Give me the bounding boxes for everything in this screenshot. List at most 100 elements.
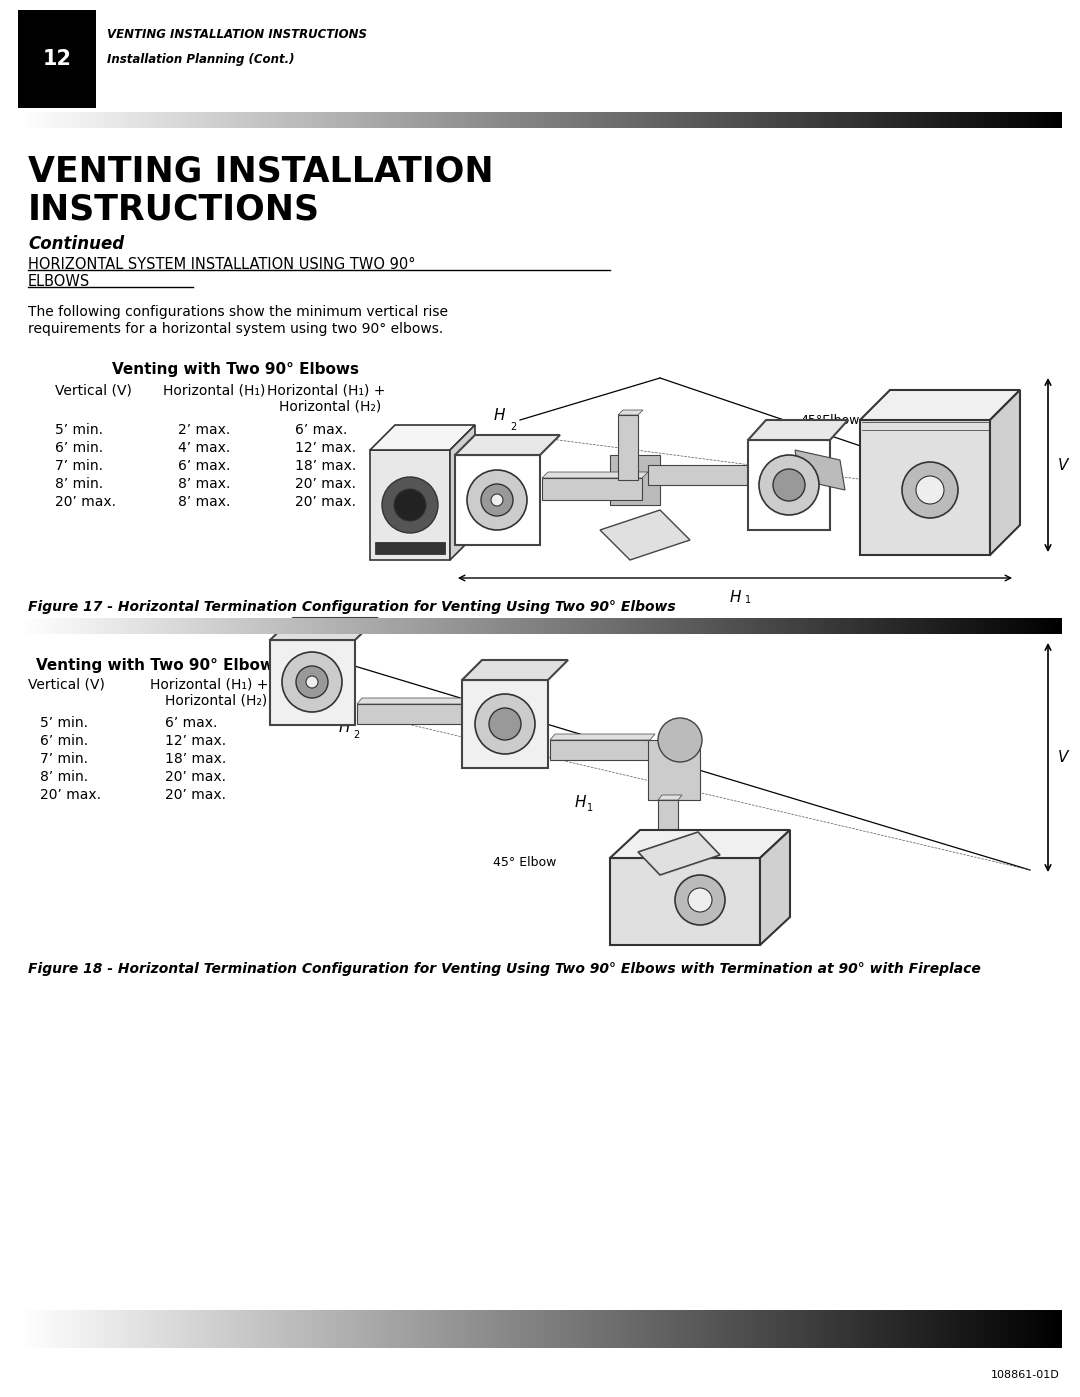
Polygon shape: [462, 659, 568, 680]
Text: 12: 12: [42, 49, 71, 68]
Text: 12’ max.: 12’ max.: [295, 441, 356, 455]
Polygon shape: [618, 409, 643, 415]
Text: Figure 18 - Horizontal Termination Configuration for Venting Using Two 90° Elbow: Figure 18 - Horizontal Termination Confi…: [28, 963, 981, 977]
Circle shape: [759, 455, 819, 515]
Text: 4’ max.: 4’ max.: [178, 441, 230, 455]
Bar: [610, 455, 660, 504]
Circle shape: [382, 476, 438, 534]
Text: The following configurations show the minimum vertical rise: The following configurations show the mi…: [28, 305, 448, 319]
Bar: [542, 478, 642, 500]
Bar: [18, 10, 96, 108]
Text: VENTING INSTALLATION: VENTING INSTALLATION: [28, 155, 494, 189]
Text: 1: 1: [588, 803, 593, 813]
Text: 5’ min.: 5’ min.: [40, 717, 87, 731]
Polygon shape: [990, 390, 1020, 555]
Polygon shape: [648, 740, 700, 800]
Polygon shape: [357, 698, 467, 704]
Text: 6’ max.: 6’ max.: [178, 460, 230, 474]
Polygon shape: [462, 680, 548, 768]
Text: 6’ min.: 6’ min.: [40, 733, 89, 747]
Bar: [375, 542, 445, 555]
Circle shape: [658, 718, 702, 761]
Circle shape: [675, 875, 725, 925]
Text: Vertical (V): Vertical (V): [28, 678, 105, 692]
Text: Figure 17 - Horizontal Termination Configuration for Venting Using Two 90° Elbow: Figure 17 - Horizontal Termination Confi…: [28, 599, 676, 615]
Text: VENTING INSTALLATION INSTRUCTIONS: VENTING INSTALLATION INSTRUCTIONS: [107, 28, 367, 42]
Text: Venting with Two 90° Elbows: Venting with Two 90° Elbows: [111, 362, 359, 377]
Text: 5’ min.: 5’ min.: [55, 423, 103, 437]
Text: 1: 1: [745, 595, 751, 605]
Polygon shape: [270, 617, 378, 640]
Text: HORIZONTAL SYSTEM INSTALLATION USING TWO 90°: HORIZONTAL SYSTEM INSTALLATION USING TWO…: [28, 257, 416, 272]
Circle shape: [282, 652, 342, 712]
Bar: [550, 740, 650, 760]
Polygon shape: [658, 795, 681, 800]
Polygon shape: [455, 434, 561, 455]
Circle shape: [902, 462, 958, 518]
Text: 6’ max.: 6’ max.: [295, 423, 348, 437]
Polygon shape: [610, 858, 760, 944]
Text: 6’ max.: 6’ max.: [165, 717, 217, 731]
Circle shape: [467, 469, 527, 529]
Circle shape: [916, 476, 944, 504]
Text: H: H: [494, 408, 505, 422]
Text: 2: 2: [353, 731, 360, 740]
Text: H: H: [575, 795, 586, 810]
Circle shape: [394, 489, 426, 521]
Text: 6’ min.: 6’ min.: [55, 441, 103, 455]
Text: 18’ max.: 18’ max.: [295, 460, 356, 474]
Text: H: H: [729, 590, 741, 605]
Text: 20’ max.: 20’ max.: [295, 476, 356, 490]
Circle shape: [688, 888, 712, 912]
Bar: [658, 800, 678, 855]
Bar: [618, 415, 638, 481]
Text: For more information, visit www.desatech.com: For more information, visit www.desatech…: [282, 1320, 798, 1338]
Text: H: H: [338, 719, 350, 735]
Text: 8’ max.: 8’ max.: [178, 476, 230, 490]
Circle shape: [489, 708, 521, 740]
Circle shape: [481, 483, 513, 515]
Polygon shape: [450, 425, 475, 560]
Text: 2’ max.: 2’ max.: [178, 423, 230, 437]
Polygon shape: [748, 420, 848, 440]
Text: 18’ max.: 18’ max.: [165, 752, 226, 766]
Text: 8’ min.: 8’ min.: [55, 476, 103, 490]
Text: INSTRUCTIONS: INSTRUCTIONS: [28, 193, 320, 226]
Text: Horizontal (H₂): Horizontal (H₂): [165, 694, 267, 708]
Text: requirements for a horizontal system using two 90° elbows.: requirements for a horizontal system usi…: [28, 321, 443, 337]
Text: 45°Elbow: 45°Elbow: [800, 414, 860, 426]
Polygon shape: [550, 733, 654, 740]
Text: Horizontal (H₂): Horizontal (H₂): [279, 400, 381, 414]
Polygon shape: [760, 830, 789, 944]
Text: V: V: [1058, 750, 1068, 764]
Text: 45° Elbow: 45° Elbow: [492, 855, 556, 869]
Text: 2: 2: [510, 422, 516, 432]
Text: Horizontal (H₁) +: Horizontal (H₁) +: [150, 678, 268, 692]
Text: 20’ max.: 20’ max.: [55, 495, 116, 509]
Polygon shape: [542, 472, 648, 478]
Bar: [648, 465, 748, 485]
Polygon shape: [748, 440, 831, 529]
Circle shape: [475, 694, 535, 754]
Text: 7’ min.: 7’ min.: [55, 460, 103, 474]
Circle shape: [306, 676, 318, 687]
Text: Continued: Continued: [28, 235, 124, 253]
Polygon shape: [600, 510, 690, 560]
Polygon shape: [270, 640, 355, 725]
Circle shape: [773, 469, 805, 502]
Text: 8’ max.: 8’ max.: [178, 495, 230, 509]
Text: Installation Planning (Cont.): Installation Planning (Cont.): [107, 53, 295, 67]
Polygon shape: [795, 450, 845, 490]
Text: 20’ max.: 20’ max.: [295, 495, 356, 509]
Polygon shape: [455, 455, 540, 545]
Text: 8’ min.: 8’ min.: [40, 770, 89, 784]
Polygon shape: [370, 425, 475, 450]
Polygon shape: [370, 450, 450, 560]
Text: 108861-01D: 108861-01D: [991, 1370, 1059, 1380]
Text: Vertical (V): Vertical (V): [55, 383, 132, 397]
Text: Horizontal (H₁): Horizontal (H₁): [163, 383, 266, 397]
Text: 20’ max.: 20’ max.: [40, 788, 102, 802]
Circle shape: [296, 666, 328, 698]
Text: 7’ min.: 7’ min.: [40, 752, 87, 766]
Polygon shape: [860, 390, 1020, 420]
